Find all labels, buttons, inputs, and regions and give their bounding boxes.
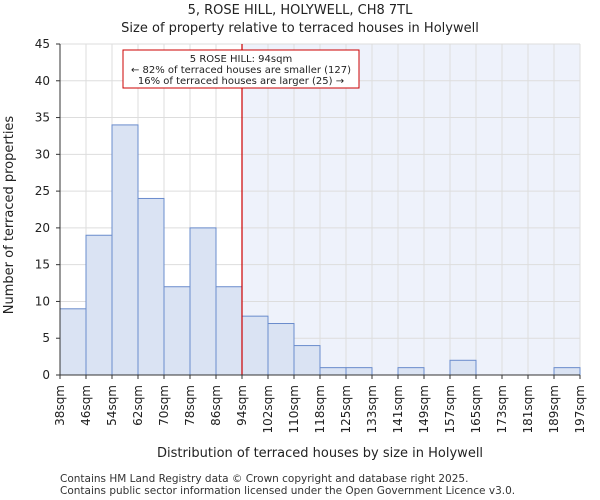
y-tick-label: 45 [35, 37, 50, 51]
y-tick-label: 25 [35, 184, 50, 198]
y-tick-label: 15 [35, 258, 50, 272]
x-tick-label: 118sqm [313, 385, 327, 433]
larger-region-shade [242, 44, 580, 375]
footer-line-2: Contains public sector information licen… [60, 485, 515, 497]
x-tick-label: 110sqm [287, 385, 301, 433]
bar-94sqm [241, 315, 269, 376]
x-tick-label: 189sqm [547, 385, 561, 433]
x-tick-label: 62sqm [131, 385, 145, 426]
x-axis-label: Distribution of terraced houses by size … [157, 446, 483, 461]
x-tick-label: 133sqm [365, 385, 379, 433]
bar-125sqm [345, 367, 373, 376]
y-tick-label: 0 [42, 368, 50, 382]
y-tick-label: 20 [35, 221, 50, 235]
y-tick-label: 5 [42, 331, 50, 345]
bar-38sqm [59, 308, 87, 376]
annotation-line-1: 5 ROSE HILL: 94sqm [190, 54, 292, 65]
bar-86sqm [215, 286, 243, 376]
x-tick-label: 70sqm [157, 385, 171, 426]
bar-70sqm [163, 286, 191, 376]
x-tick-label: 102sqm [261, 385, 275, 433]
x-tick-label: 165sqm [469, 385, 483, 433]
bar-54sqm [111, 124, 139, 376]
x-tick-label: 181sqm [521, 385, 535, 433]
x-tick-label: 78sqm [183, 385, 197, 426]
bar-189sqm [553, 367, 581, 376]
bar-46sqm [85, 234, 113, 376]
y-tick-label: 40 [35, 74, 50, 88]
x-tick-label: 173sqm [495, 385, 509, 433]
x-tick-label: 149sqm [417, 385, 431, 433]
bar-78sqm [189, 227, 217, 376]
x-tick-label: 38sqm [53, 385, 67, 426]
x-tick-label: 197sqm [573, 385, 587, 433]
y-tick-label: 35 [35, 111, 50, 125]
x-tick-label: 125sqm [339, 385, 353, 433]
bar-110sqm [293, 345, 321, 376]
bar-102sqm [267, 323, 295, 376]
y-tick-label: 30 [35, 147, 50, 161]
bar-141sqm [397, 367, 425, 376]
x-tick-label: 86sqm [209, 385, 223, 426]
annotation-line-3: 16% of terraced houses are larger (25) → [138, 76, 344, 87]
x-tick-label: 157sqm [443, 385, 457, 433]
x-tick-label: 94sqm [235, 385, 249, 426]
chart-subtitle: Size of property relative to terraced ho… [121, 21, 479, 36]
x-tick-label: 141sqm [391, 385, 405, 433]
bar-157sqm [449, 359, 477, 376]
y-axis-label: Number of terraced properties [2, 116, 17, 315]
x-tick-label: 46sqm [79, 385, 93, 426]
chart-title: 5, ROSE HILL, HOLYWELL, CH8 7TL [188, 3, 414, 18]
annotation-line-2: ← 82% of terraced houses are smaller (12… [131, 65, 351, 76]
annotation-box: 5 ROSE HILL: 94sqm ← 82% of terraced hou… [122, 49, 360, 89]
x-tick-label: 54sqm [105, 385, 119, 426]
bar-62sqm [137, 197, 165, 376]
bar-118sqm [319, 367, 347, 376]
annotation-border [122, 49, 360, 89]
footer-line-1: Contains HM Land Registry data © Crown c… [60, 473, 468, 485]
y-tick-label: 10 [35, 294, 50, 308]
